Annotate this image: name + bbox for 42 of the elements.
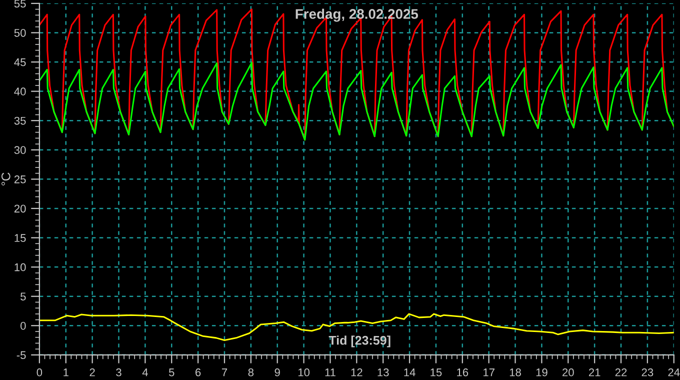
y-tick-label: 0 bbox=[20, 322, 26, 330]
y-tick-label: 35 bbox=[14, 116, 26, 125]
y-tick-label: 55 bbox=[14, 0, 26, 8]
x-tick-label: 21 bbox=[588, 368, 600, 376]
y-tick-label: -5 bbox=[16, 351, 26, 360]
x-tick-label: 18 bbox=[510, 368, 521, 376]
x-tick-label: 16 bbox=[457, 368, 468, 376]
x-tick-label: 12 bbox=[351, 368, 362, 376]
y-tick-label: 15 bbox=[14, 234, 26, 242]
y-tick-label: 45 bbox=[14, 58, 26, 66]
x-tick-label: 8 bbox=[248, 368, 254, 376]
y-tick-label: 20 bbox=[14, 204, 26, 213]
x-tick-label: 5 bbox=[168, 368, 174, 376]
y-tick-label: 25 bbox=[14, 175, 26, 184]
x-tick-label: 14 bbox=[404, 368, 416, 376]
x-tick-label: 22 bbox=[615, 368, 627, 376]
x-tick-label: 19 bbox=[536, 368, 548, 376]
line-series bbox=[39, 62, 674, 141]
chart-title: Fredag, 28.02.2025 bbox=[296, 8, 418, 22]
x-tick-label: 15 bbox=[430, 368, 442, 376]
y-axis-title: °C bbox=[1, 172, 10, 186]
x-tick-label: 11 bbox=[325, 368, 336, 376]
x-tick-label: 23 bbox=[642, 368, 654, 376]
y-tick-label: 10 bbox=[14, 263, 26, 272]
x-tick-label: 2 bbox=[90, 368, 95, 376]
x-tick-label: 24 bbox=[668, 368, 680, 376]
y-tick-label: 30 bbox=[14, 146, 26, 154]
x-tick-label: 4 bbox=[142, 368, 148, 376]
x-tick-label: 7 bbox=[222, 368, 228, 376]
x-axis-title: Tid [23:59] bbox=[328, 336, 390, 348]
x-tick-label: 20 bbox=[562, 368, 574, 376]
x-tick-label: 10 bbox=[298, 368, 310, 376]
x-tick-label: 0 bbox=[36, 368, 42, 376]
x-tick-label: 1 bbox=[64, 368, 68, 376]
y-tick-label: 40 bbox=[14, 88, 26, 96]
x-tick-label: 6 bbox=[196, 368, 201, 376]
x-tick-label: 17 bbox=[484, 368, 494, 376]
x-tick-label: 9 bbox=[274, 368, 280, 376]
y-tick-label: 50 bbox=[14, 28, 26, 37]
x-tick-label: 13 bbox=[378, 368, 389, 376]
x-tick-label: 3 bbox=[116, 368, 122, 376]
y-tick-label: 5 bbox=[20, 292, 26, 300]
